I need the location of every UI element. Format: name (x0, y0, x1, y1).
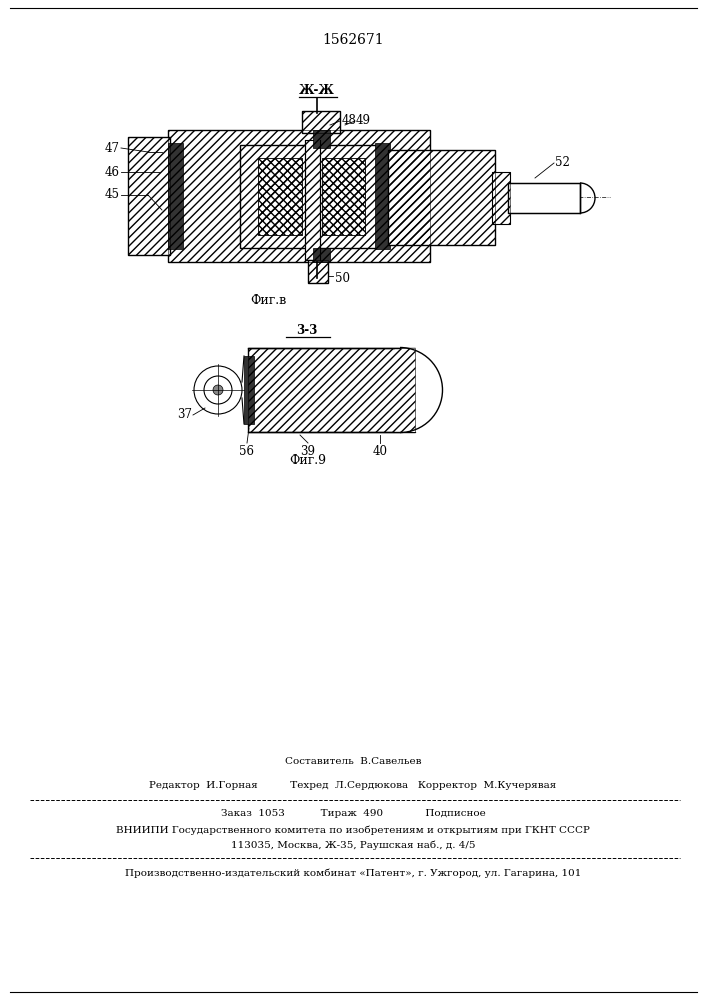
Bar (322, 158, 365, 235)
Bar (248, 348, 415, 432)
Bar (492, 172, 510, 224)
Text: 3-3: 3-3 (296, 324, 317, 336)
Bar (168, 130, 430, 262)
Text: 39: 39 (300, 445, 315, 458)
Text: 49: 49 (356, 113, 371, 126)
Text: Фиг.в: Фиг.в (250, 294, 286, 306)
Text: 56: 56 (240, 445, 255, 458)
Text: 47: 47 (105, 141, 120, 154)
Text: 50: 50 (335, 271, 350, 284)
Bar (248, 348, 415, 432)
Bar (313, 130, 330, 148)
Text: 37: 37 (177, 408, 192, 422)
Bar (168, 130, 430, 262)
Bar (492, 172, 510, 224)
Text: Заказ  1053           Тираж  490             Подписное: Заказ 1053 Тираж 490 Подписное (221, 810, 486, 818)
Text: 1562671: 1562671 (322, 33, 384, 47)
Text: Ж-Ж: Ж-Ж (299, 85, 335, 98)
Circle shape (213, 385, 223, 395)
Text: Составитель  В.Савельев: Составитель В.Савельев (285, 758, 421, 766)
Bar (322, 158, 365, 235)
Text: 48: 48 (342, 113, 357, 126)
Bar (258, 158, 302, 235)
Bar (395, 348, 418, 432)
Text: 52: 52 (555, 155, 570, 168)
Bar (128, 137, 170, 255)
Text: Фиг.9: Фиг.9 (289, 454, 327, 466)
Bar (313, 248, 330, 262)
Text: 113035, Москва, Ж-35, Раушская наб., д. 4/5: 113035, Москва, Ж-35, Раушская наб., д. … (230, 840, 475, 850)
Circle shape (194, 366, 242, 414)
Bar (388, 150, 495, 245)
Text: 45: 45 (105, 188, 120, 202)
Bar (388, 150, 495, 245)
Bar (305, 140, 320, 260)
Bar (240, 145, 378, 248)
Text: Производственно-издательский комбинат «Патент», г. Ужгород, ул. Гагарина, 101: Производственно-издательский комбинат «П… (125, 868, 581, 878)
Bar (258, 158, 302, 235)
Bar (308, 260, 328, 283)
Bar (128, 137, 170, 255)
Text: 46: 46 (105, 165, 120, 178)
Circle shape (204, 376, 232, 404)
Text: 40: 40 (373, 445, 387, 458)
Bar (308, 260, 328, 283)
Bar (244, 356, 254, 424)
Bar (168, 143, 183, 249)
Bar (508, 183, 580, 213)
Bar (302, 111, 340, 133)
Text: ВНИИПИ Государственного комитета по изобретениям и открытиям при ГКНТ СССР: ВНИИПИ Государственного комитета по изоб… (116, 825, 590, 835)
Text: Редактор  И.Горная          Техред  Л.Сердюкова   Корректор  М.Кучерявая: Редактор И.Горная Техред Л.Сердюкова Кор… (149, 782, 556, 790)
Bar (302, 111, 340, 133)
Bar (375, 143, 390, 249)
